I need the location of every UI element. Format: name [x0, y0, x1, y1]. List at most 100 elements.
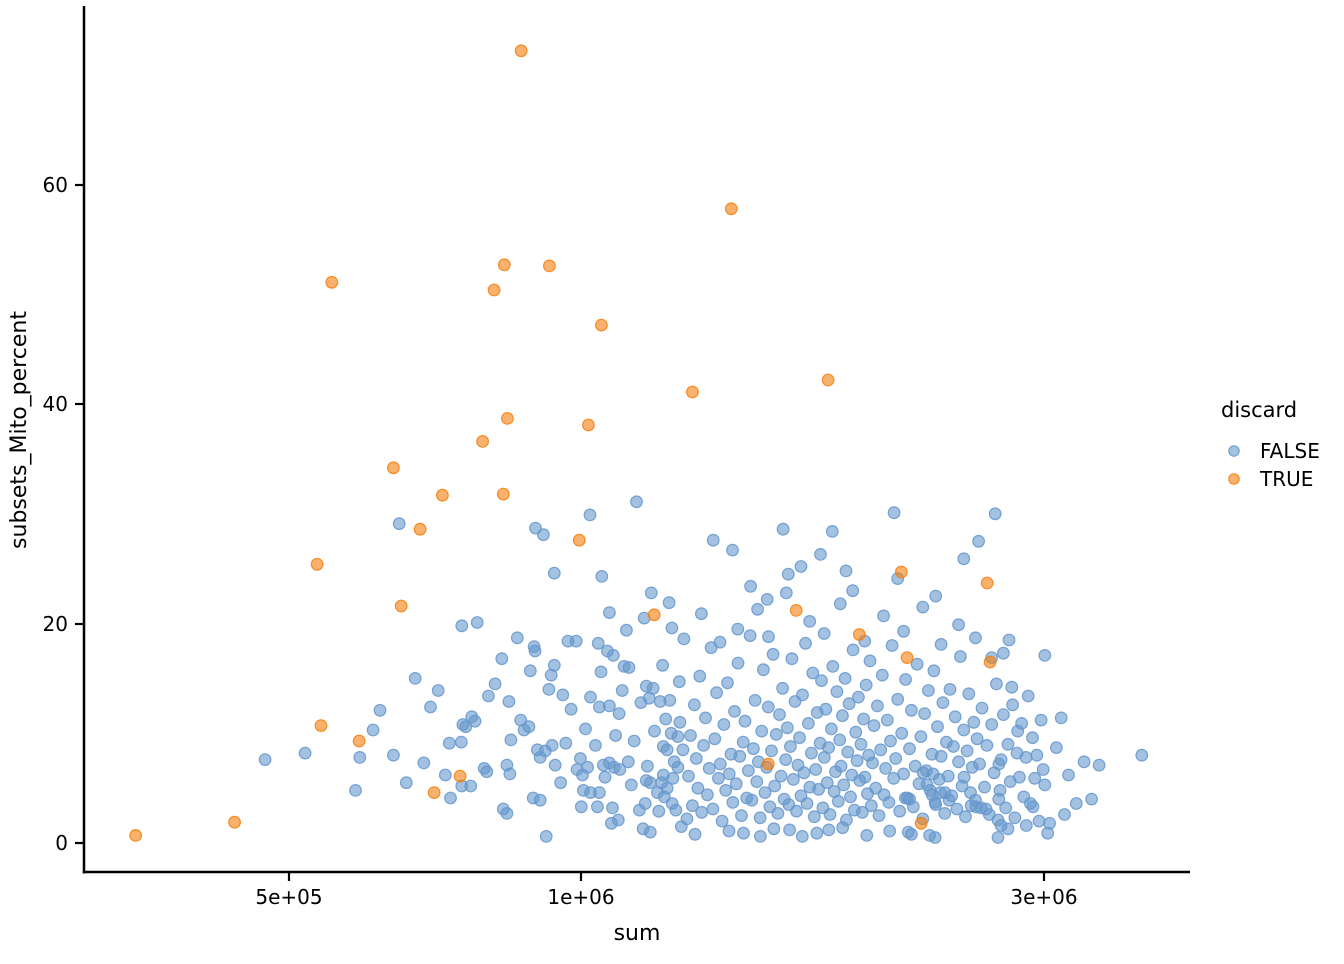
data-point-false [495, 652, 509, 666]
data-point-false [887, 506, 901, 520]
data-point-false [751, 602, 764, 616]
data-point-false [779, 753, 793, 766]
legend: discard FALSE TRUE [1221, 398, 1320, 491]
data-point-false [523, 664, 537, 678]
data-point-true [325, 275, 339, 289]
data-point-false [803, 615, 817, 628]
data-point-false [758, 786, 772, 799]
data-point-false [500, 807, 514, 820]
data-point-false [819, 702, 833, 716]
data-point-false [662, 596, 676, 610]
data-point-false [842, 697, 856, 711]
data-point-true [387, 461, 400, 475]
data-point-false [442, 736, 456, 750]
data-point-false [747, 742, 760, 756]
data-point-false [809, 763, 823, 776]
data-point-false [952, 755, 965, 769]
data-point-false [867, 719, 881, 732]
data-point-false [889, 752, 903, 765]
data-point-true [900, 651, 914, 664]
data-point-true [427, 786, 441, 799]
data-point-false [769, 728, 783, 741]
data-point-false [547, 658, 561, 672]
data-point-false [574, 800, 588, 814]
data-point-false [666, 771, 680, 785]
data-point-false [837, 778, 851, 792]
data-point-false [997, 646, 1010, 660]
data-point-false [783, 823, 796, 837]
data-point-false [660, 781, 674, 795]
data-point-false [1026, 800, 1040, 814]
data-point-false [899, 673, 912, 686]
data-point-false [627, 734, 641, 748]
data-point-false [688, 698, 701, 712]
data-point-false [366, 723, 380, 737]
data-point-false [554, 776, 567, 790]
data-point-false [1092, 758, 1106, 772]
data-point-false [766, 647, 780, 661]
data-point-false [743, 629, 757, 642]
data-point-false [838, 672, 852, 685]
data-point-false [606, 801, 619, 815]
data-point-false [438, 768, 452, 782]
data-point-false [850, 754, 864, 768]
data-point-true [514, 44, 528, 58]
data-point-false [992, 757, 1006, 771]
data-point-false [298, 746, 312, 760]
data-point-false [684, 729, 697, 742]
data-point-false [854, 737, 868, 751]
data-point-false [826, 660, 840, 673]
data-point-false [624, 778, 638, 792]
data-point-false [918, 707, 931, 720]
data-point-false [470, 616, 484, 629]
data-point-false [781, 567, 795, 581]
data-point-false [1032, 814, 1046, 828]
data-point-false [722, 767, 736, 781]
data-point-false [459, 720, 473, 734]
data-point-false [802, 717, 815, 730]
data-point-false [836, 821, 849, 835]
data-point-true [647, 608, 661, 622]
data-point-false [652, 804, 666, 818]
data-point-false [643, 825, 657, 839]
legend-item-true: TRUE [1228, 467, 1313, 491]
data-point-false [790, 804, 803, 818]
data-point-true [724, 202, 738, 216]
data-point-true [129, 829, 143, 842]
data-point-false [620, 623, 633, 637]
data-point-false [849, 725, 863, 739]
x-tick-label-1e06: 1e+06 [547, 885, 614, 909]
data-point-false [613, 763, 627, 776]
data-point-false [922, 684, 935, 697]
data-point-false [761, 700, 775, 714]
data-point-false [872, 809, 886, 822]
data-point-false [1001, 737, 1015, 751]
data-point-false [934, 749, 948, 763]
data-point-false [646, 681, 660, 695]
data-point-false [745, 793, 759, 807]
data-point-false [897, 624, 910, 638]
data-point-true [228, 815, 242, 829]
data-point-false [864, 799, 878, 813]
data-point-false [722, 824, 736, 838]
data-point-false [784, 740, 797, 753]
data-point-false [879, 762, 892, 775]
data-point-false [815, 674, 828, 687]
data-point-false [1038, 649, 1052, 662]
data-point-false [606, 649, 620, 662]
data-point-false [569, 634, 583, 648]
x-tick-label-5e05: 5e+05 [255, 885, 322, 909]
data-point-false [830, 685, 844, 698]
data-point-false [814, 548, 827, 561]
data-point-false [833, 733, 847, 747]
data-point-false [899, 791, 912, 805]
data-point-false [688, 827, 702, 841]
data-point-false [737, 826, 750, 840]
data-point-false [844, 790, 857, 804]
data-point-false [1036, 763, 1050, 776]
data-point-false [1062, 768, 1075, 782]
data-point-false [869, 781, 883, 795]
data-point-false [504, 733, 518, 747]
data-point-false [757, 663, 770, 677]
data-point-true [436, 488, 449, 502]
